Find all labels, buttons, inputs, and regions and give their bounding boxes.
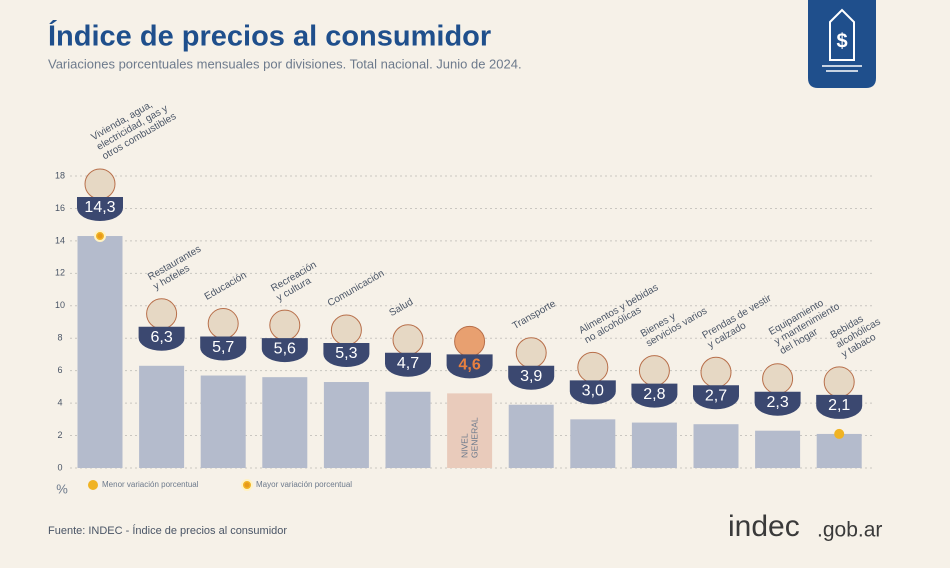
bar [816, 433, 862, 468]
y-tick-label: 12 [55, 268, 65, 278]
icon [638, 355, 670, 387]
y-tick-label: 10 [55, 300, 65, 310]
value-label: 2,8 [643, 386, 665, 403]
bar [385, 391, 431, 468]
bar [693, 424, 739, 468]
category-label: NIVELGENERAL [460, 417, 480, 458]
value-label: 2,1 [828, 397, 850, 414]
value-label: 3,9 [520, 368, 542, 385]
bar [755, 430, 801, 468]
value-badge [138, 326, 185, 351]
icon [392, 324, 424, 356]
icon [207, 308, 239, 340]
bar [77, 236, 123, 468]
value-label: 14,3 [84, 199, 115, 216]
svg-text:$: $ [836, 30, 847, 52]
icon [330, 314, 362, 346]
y-tick-label: 18 [55, 170, 65, 180]
icon [84, 168, 116, 200]
value-label: 5,3 [335, 345, 357, 362]
icon [269, 309, 301, 341]
value-badge [754, 391, 801, 416]
value-badge [631, 383, 678, 408]
icon [823, 366, 855, 398]
value-label: 6,3 [150, 329, 172, 346]
y-tick-label: 0 [57, 462, 62, 472]
icon [454, 325, 486, 357]
value-label: 5,7 [212, 339, 234, 356]
value-badge [693, 385, 739, 410]
legend-marker [244, 482, 250, 488]
value-badge [816, 394, 863, 419]
icon [515, 337, 547, 369]
y-tick-label: 14 [55, 235, 65, 245]
icon [762, 363, 794, 395]
chart-subtitle: Variaciones porcentuales mensuales por d… [48, 56, 522, 71]
bar [323, 382, 369, 468]
y-tick-label: 16 [55, 203, 65, 213]
bar [447, 393, 493, 468]
source: Fuente: INDEC - Índice de precios al con… [48, 524, 287, 537]
y-tick-label: 2 [57, 430, 62, 440]
logo-name: indec [728, 510, 800, 543]
icon [577, 351, 609, 383]
value-label: 5,6 [274, 340, 296, 357]
y-tick-label: 4 [57, 397, 62, 407]
value-badge [385, 352, 431, 377]
value-label: 4,7 [397, 355, 419, 372]
value-badge [323, 343, 370, 368]
y-tick-label: 6 [57, 365, 62, 375]
y-tick-label: 8 [57, 333, 62, 343]
value-badge [261, 338, 308, 363]
legend-marker [88, 480, 98, 490]
value-label: 2,7 [705, 387, 727, 404]
bar [262, 377, 308, 468]
bar [139, 365, 185, 468]
value-badge [508, 365, 555, 390]
corner-logo: $ [808, 0, 876, 88]
bar [631, 422, 677, 468]
value-badge [200, 336, 247, 361]
value-badge [446, 354, 493, 379]
bar [570, 419, 616, 468]
legend-label: Menor variación porcentual [102, 480, 199, 489]
value-label: 4,6 [458, 357, 480, 374]
bar [200, 375, 246, 468]
icon [700, 356, 732, 388]
icon [146, 298, 178, 330]
logo-domain: .gob.ar [817, 519, 882, 542]
y-unit: % [56, 481, 68, 496]
value-label: 3,0 [582, 383, 604, 400]
legend-label: Mayor variación porcentual [256, 480, 352, 489]
value-badge [77, 197, 123, 222]
min-marker [834, 428, 845, 439]
value-badge [569, 380, 616, 405]
max-marker [97, 233, 103, 239]
chart-title: Índice de precios al consumidor [48, 19, 491, 53]
value-label: 2,3 [766, 394, 788, 411]
bar [508, 404, 554, 468]
